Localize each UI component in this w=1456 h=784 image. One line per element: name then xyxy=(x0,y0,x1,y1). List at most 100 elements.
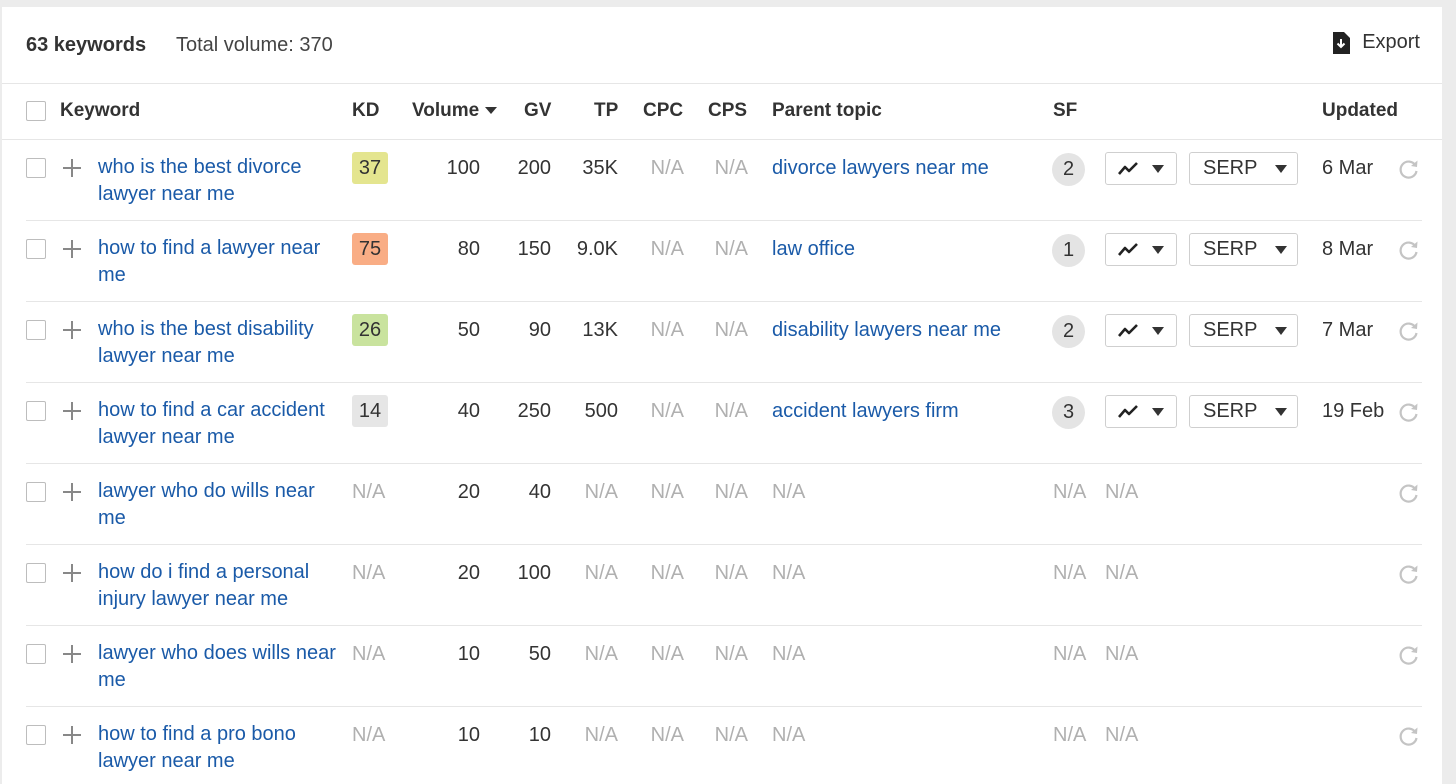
kd-value: N/A xyxy=(352,724,386,746)
keyword-link[interactable]: how to find a car accident lawyer near m… xyxy=(98,399,325,448)
serp-dropdown-button[interactable]: SERP xyxy=(1189,395,1298,428)
sf-value: N/A xyxy=(1053,643,1087,665)
refresh-icon[interactable] xyxy=(1398,725,1420,747)
parent-topic-link[interactable]: disability lawyers near me xyxy=(772,319,1001,341)
add-to-list-icon[interactable] xyxy=(62,482,82,502)
sf-value: N/A xyxy=(1053,724,1087,746)
volume-value: 10 xyxy=(457,643,480,665)
parent-topic-link[interactable]: accident lawyers firm xyxy=(772,400,959,422)
add-to-list-icon[interactable] xyxy=(62,563,82,583)
keyword-link[interactable]: how do i find a personal injury lawyer n… xyxy=(98,561,310,610)
col-cpc[interactable]: CPC xyxy=(643,100,684,121)
trend-dropdown-button[interactable] xyxy=(1105,152,1177,185)
col-kd[interactable]: KD xyxy=(352,100,380,121)
refresh-icon[interactable] xyxy=(1398,482,1420,504)
tp-value: 35K xyxy=(582,157,618,179)
cpc-value: N/A xyxy=(650,643,684,665)
add-to-list-icon[interactable] xyxy=(62,644,82,664)
trend-dropdown-button[interactable] xyxy=(1105,395,1177,428)
serp-dropdown-button[interactable]: SERP xyxy=(1189,152,1298,185)
cpc-value: N/A xyxy=(650,724,684,746)
chevron-down-icon xyxy=(1152,326,1164,335)
trend-chart-icon xyxy=(1118,323,1138,337)
tp-value: 13K xyxy=(582,319,618,341)
add-to-list-icon[interactable] xyxy=(62,401,82,421)
serp-label: SERP xyxy=(1203,400,1258,422)
cpc-value: N/A xyxy=(650,400,684,422)
row-checkbox[interactable] xyxy=(26,644,46,664)
add-to-list-icon[interactable] xyxy=(62,239,82,259)
keywords-panel: 63 keywords Total volume: 370 Export Key… xyxy=(2,7,1442,784)
chevron-down-icon xyxy=(1275,326,1288,335)
table-row: how to find a lawyer near me 75 80 150 9.0K N… xyxy=(2,221,1442,302)
refresh-icon[interactable] xyxy=(1398,320,1420,342)
sf-count-badge[interactable]: 3 xyxy=(1052,396,1085,429)
parent-topic-link[interactable]: divorce lawyers near me xyxy=(772,157,989,179)
trend-dropdown-button[interactable] xyxy=(1105,314,1177,347)
row-checkbox[interactable] xyxy=(26,401,46,421)
cpc-value: N/A xyxy=(650,238,684,260)
keyword-link[interactable]: lawyer who do wills near me xyxy=(98,480,315,529)
add-to-list-icon[interactable] xyxy=(62,320,82,340)
row-checkbox[interactable] xyxy=(26,725,46,745)
refresh-icon[interactable] xyxy=(1398,644,1420,666)
keyword-link[interactable]: how to find a pro bono lawyer near me xyxy=(98,723,296,772)
col-volume[interactable]: Volume xyxy=(412,100,498,122)
col-tp[interactable]: TP xyxy=(594,100,619,121)
cps-value: N/A xyxy=(714,400,748,422)
table-header: Keyword KD Volume GV TP CPC CPS Parent t… xyxy=(2,84,1442,140)
row-divider xyxy=(26,220,1422,221)
col-sf[interactable]: SF xyxy=(1053,100,1078,121)
keyword-link[interactable]: who is the best divorce lawyer near me xyxy=(98,156,302,205)
refresh-icon[interactable] xyxy=(1398,563,1420,585)
table-row: who is the best divorce lawyer near me 37… xyxy=(2,140,1442,221)
kd-badge: 75 xyxy=(352,233,388,265)
volume-value: 10 xyxy=(457,724,480,746)
serp-dropdown-button[interactable]: SERP xyxy=(1189,233,1298,266)
sf-count-badge[interactable]: 2 xyxy=(1052,153,1085,186)
col-gv[interactable]: GV xyxy=(524,100,552,121)
add-to-list-icon[interactable] xyxy=(62,725,82,745)
volume-value: 80 xyxy=(457,238,480,260)
row-checkbox[interactable] xyxy=(26,563,46,583)
keyword-link[interactable]: lawyer who does wills near me xyxy=(98,642,336,691)
trend-chart-icon xyxy=(1118,242,1138,256)
row-checkbox[interactable] xyxy=(26,482,46,502)
sf-count-badge[interactable]: 2 xyxy=(1052,315,1085,348)
tp-value: N/A xyxy=(584,562,618,584)
gv-value: 100 xyxy=(517,562,551,584)
export-button[interactable]: Export xyxy=(1332,31,1420,54)
row-checkbox[interactable] xyxy=(26,239,46,259)
select-all-checkbox[interactable] xyxy=(26,101,46,121)
col-cps[interactable]: CPS xyxy=(708,100,748,121)
col-updated[interactable]: Updated xyxy=(1322,100,1398,121)
table-row: who is the best disability lawyer near m… xyxy=(2,302,1442,383)
serp-dropdown-button[interactable]: SERP xyxy=(1189,314,1298,347)
refresh-icon[interactable] xyxy=(1398,401,1420,423)
updated-date: 7 Mar xyxy=(1322,319,1374,341)
keyword-link[interactable]: who is the best disability lawyer near m… xyxy=(98,318,314,367)
cps-value: N/A xyxy=(714,319,748,341)
cps-value: N/A xyxy=(714,724,748,746)
col-parent-topic[interactable]: Parent topic xyxy=(772,100,882,121)
row-checkbox[interactable] xyxy=(26,320,46,340)
trend-value: N/A xyxy=(1105,724,1139,746)
add-to-list-icon[interactable] xyxy=(62,158,82,178)
sf-count-badge[interactable]: 1 xyxy=(1052,234,1085,267)
row-divider xyxy=(26,544,1422,545)
gv-value: 250 xyxy=(517,400,551,422)
trend-dropdown-button[interactable] xyxy=(1105,233,1177,266)
updated-date: 19 Feb xyxy=(1322,400,1385,422)
refresh-icon[interactable] xyxy=(1398,239,1420,261)
total-volume: Total volume: 370 xyxy=(176,34,333,56)
chevron-down-icon xyxy=(1152,164,1164,173)
keyword-link[interactable]: how to find a lawyer near me xyxy=(98,237,321,286)
parent-topic-link[interactable]: law office xyxy=(772,238,856,260)
cps-value: N/A xyxy=(714,481,748,503)
row-checkbox[interactable] xyxy=(26,158,46,178)
updated-date: 6 Mar xyxy=(1322,157,1374,179)
volume-value: 40 xyxy=(457,400,480,422)
kd-value: N/A xyxy=(352,562,386,584)
refresh-icon[interactable] xyxy=(1398,158,1420,180)
col-keyword[interactable]: Keyword xyxy=(60,100,141,121)
